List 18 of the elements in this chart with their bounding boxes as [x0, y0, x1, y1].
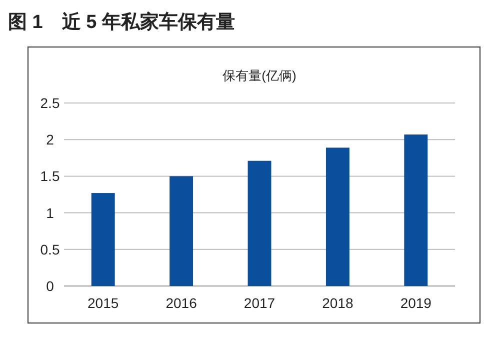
x-tick-label: 2018	[322, 295, 354, 311]
bar	[248, 160, 272, 286]
y-tick-label: 1.5	[40, 168, 60, 184]
y-tick-label: 0.5	[40, 241, 60, 258]
bar	[326, 148, 350, 286]
bar	[170, 176, 194, 286]
x-tick-label: 2015	[88, 295, 119, 311]
x-tick-label: 2016	[166, 295, 198, 311]
x-tick-label: 2017	[244, 295, 276, 311]
chart-title: 图 1 近 5 年私家车保有量	[8, 11, 235, 33]
x-tick-label: 2019	[400, 295, 432, 311]
y-tick-label: 0	[46, 278, 54, 294]
y-tick-label: 1	[46, 204, 54, 221]
y-tick-label: 2	[46, 132, 54, 148]
y-axis-title: 保有量(亿俩)	[222, 68, 296, 83]
bar	[91, 193, 115, 286]
y-tick-label: 2.5	[40, 95, 60, 111]
bar	[404, 134, 428, 286]
